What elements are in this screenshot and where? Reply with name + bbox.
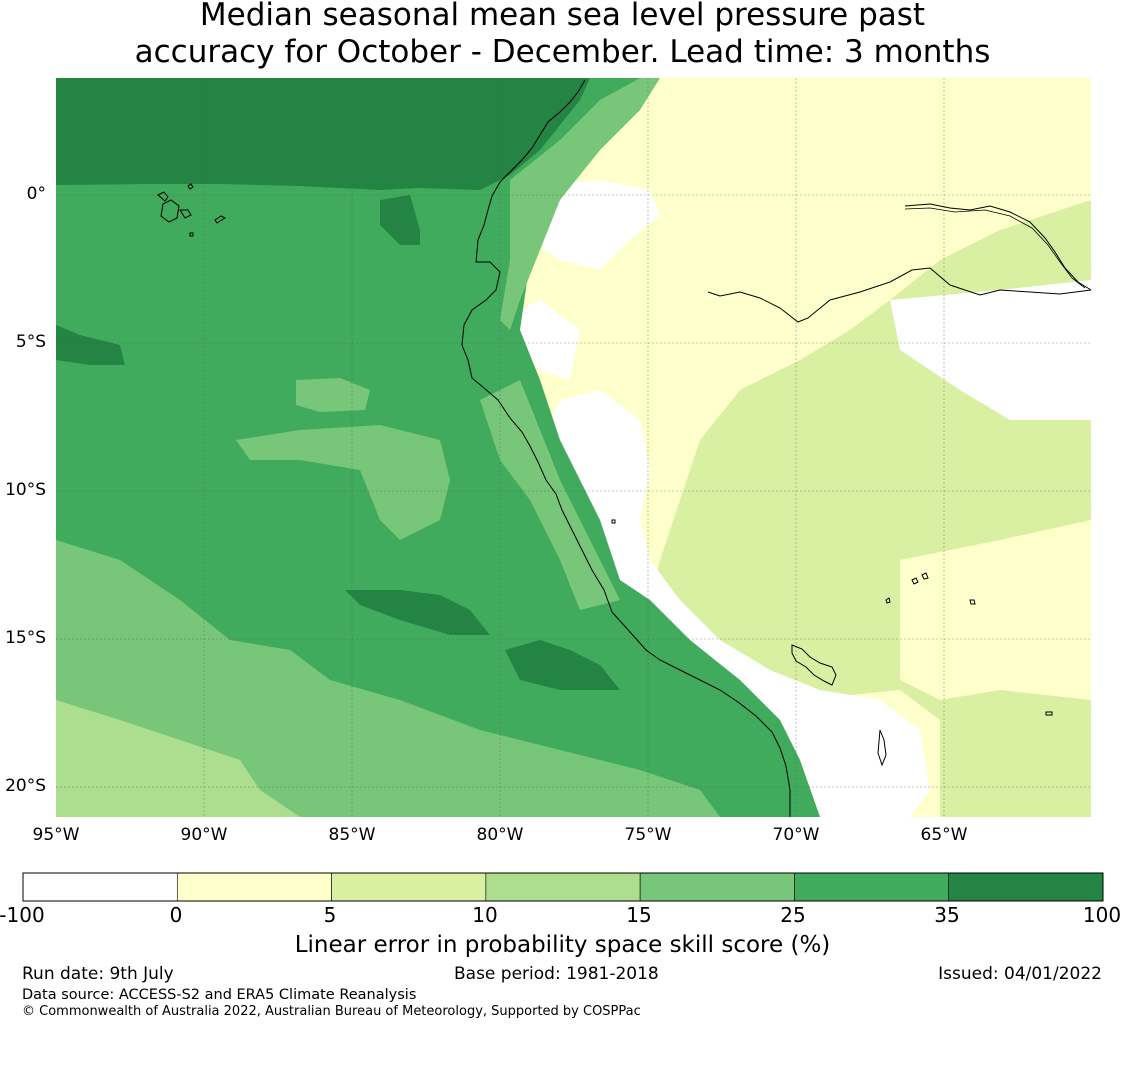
colorbar-swatch-5: [794, 872, 950, 902]
ocean-zone-15-25-sw: [56, 540, 720, 817]
lon-tick-95w: 95°W: [32, 825, 80, 845]
ocean-zone-35-100-mid: [345, 590, 490, 635]
lon-tick-90w: 90°W: [180, 825, 228, 845]
issued-date: Issued: 04/01/2022: [938, 964, 1102, 984]
colorbar-label-25: 25: [780, 903, 806, 927]
lon-tick-85w: 85°W: [328, 825, 376, 845]
colorbar-swatch-3: [485, 872, 641, 902]
ocean-zone-10-15-sw: [56, 700, 300, 817]
colorbar-swatch-0: [22, 872, 178, 902]
lake-titicaca: [791, 644, 837, 686]
lon-tick-75w: 75°W: [624, 825, 672, 845]
land-zone-negative-north: [530, 180, 660, 270]
colorbar-title: Linear error in probability space skill …: [294, 932, 831, 958]
lat-tick-5s: 5°S: [15, 332, 46, 352]
map-title-line-2: accuracy for October - December. Lead ti…: [134, 34, 991, 70]
colorbar-swatch-6: [948, 872, 1104, 902]
negro-river: [904, 203, 1092, 291]
map-plot-area: [56, 78, 1091, 817]
lon-tick-65w: 65°W: [920, 825, 968, 845]
run-date: Run date: 9th July: [22, 964, 174, 984]
base-period: Base period: 1981-2018: [454, 964, 659, 984]
ocean-zone-35-100-west: [56, 325, 125, 365]
colorbar: [22, 872, 1104, 902]
small-lakes: [611, 519, 1053, 716]
amazon-river: [707, 267, 1092, 323]
lat-tick-10s: 10°S: [5, 480, 46, 500]
colorbar-swatch-1: [176, 872, 332, 902]
ocean-zone-15-25-west: [236, 425, 450, 540]
lat-tick-0: 0°: [26, 184, 46, 204]
ocean-zone-15-25-coast: [500, 78, 660, 330]
data-source: Data source: ACCESS-S2 and ERA5 Climate …: [22, 987, 417, 1003]
land-zone-0-5-east: [900, 520, 1091, 700]
negro-river-2: [904, 207, 1086, 289]
colorbar-label-neg100: -100: [0, 903, 45, 927]
colorbar-label-15: 15: [626, 903, 652, 927]
land-zone-0-5: [520, 78, 1091, 600]
ocean-zone-15-25-coast2: [480, 380, 620, 610]
land-zone-negative-east: [890, 280, 1091, 420]
lon-tick-70w: 70°W: [772, 825, 820, 845]
colorbar-label-100: 100: [1082, 903, 1122, 927]
map-title-line-1: Median seasonal mean sea level pressure …: [199, 0, 926, 33]
colorbar-swatch-2: [331, 872, 487, 902]
lat-tick-20s: 20°S: [5, 776, 46, 796]
lake-poopo: [877, 729, 887, 767]
ocean-zone-35-100-north: [56, 78, 590, 190]
galapagos-islands: [157, 183, 227, 237]
lat-tick-15s: 15°S: [5, 628, 46, 648]
copyright: © Commonwealth of Australia 2022, Austra…: [22, 1004, 641, 1019]
colorbar-border: [22, 872, 1104, 902]
colorbar-label-0: 0: [169, 903, 183, 927]
map-gridlines: [56, 78, 1091, 817]
colorbar-swatch-4: [639, 872, 795, 902]
ocean-zone-15-25-island: [296, 378, 370, 412]
land-zone-negative-south: [545, 390, 930, 817]
colorbar-label-5: 5: [323, 903, 337, 927]
ocean-zone-35-100-south: [505, 640, 620, 690]
ocean-zone-35-100-patch: [380, 195, 420, 245]
lon-tick-80w: 80°W: [476, 825, 524, 845]
south-america-coastline: [461, 79, 791, 817]
colorbar-label-35: 35: [934, 903, 960, 927]
colorbar-label-10: 10: [472, 903, 498, 927]
